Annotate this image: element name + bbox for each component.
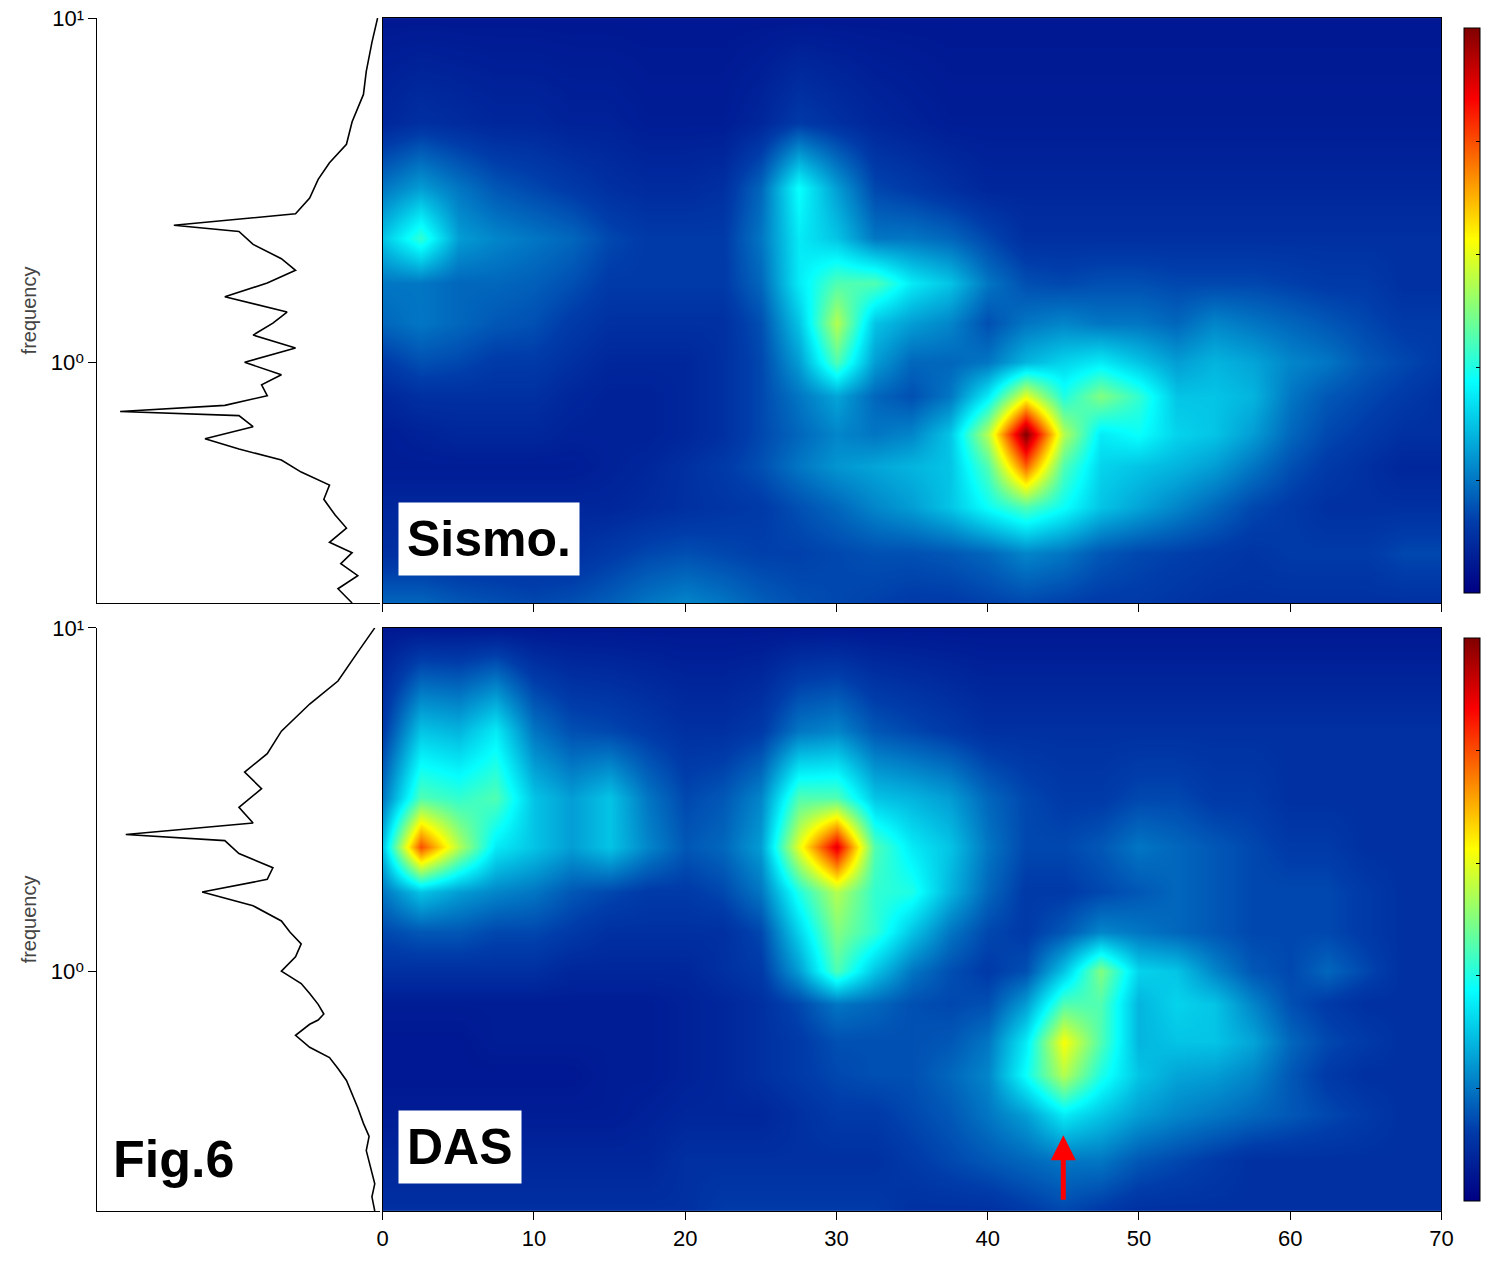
svg-text:DAS: DAS — [407, 1119, 513, 1175]
svg-text:40: 40 — [975, 1226, 999, 1251]
svg-text:frequency: frequency — [18, 876, 40, 964]
svg-text:10: 10 — [522, 1226, 546, 1251]
svg-text:0: 0 — [377, 1226, 389, 1251]
svg-text:frequency: frequency — [18, 267, 40, 355]
svg-text:10¹: 10¹ — [52, 616, 84, 641]
svg-text:30: 30 — [824, 1226, 848, 1251]
svg-text:Fig.6: Fig.6 — [113, 1130, 234, 1188]
svg-text:70: 70 — [1429, 1226, 1453, 1251]
svg-text:60: 60 — [1278, 1226, 1302, 1251]
svg-text:Sismo.: Sismo. — [407, 511, 571, 567]
svg-text:20: 20 — [673, 1226, 697, 1251]
svg-text:10⁰: 10⁰ — [51, 350, 84, 375]
svg-text:50: 50 — [1127, 1226, 1151, 1251]
svg-text:10¹: 10¹ — [52, 6, 84, 31]
svg-text:10⁰: 10⁰ — [51, 959, 84, 984]
